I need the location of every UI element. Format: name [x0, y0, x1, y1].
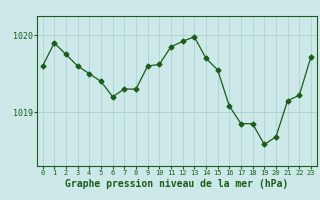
X-axis label: Graphe pression niveau de la mer (hPa): Graphe pression niveau de la mer (hPa) [65, 179, 288, 189]
